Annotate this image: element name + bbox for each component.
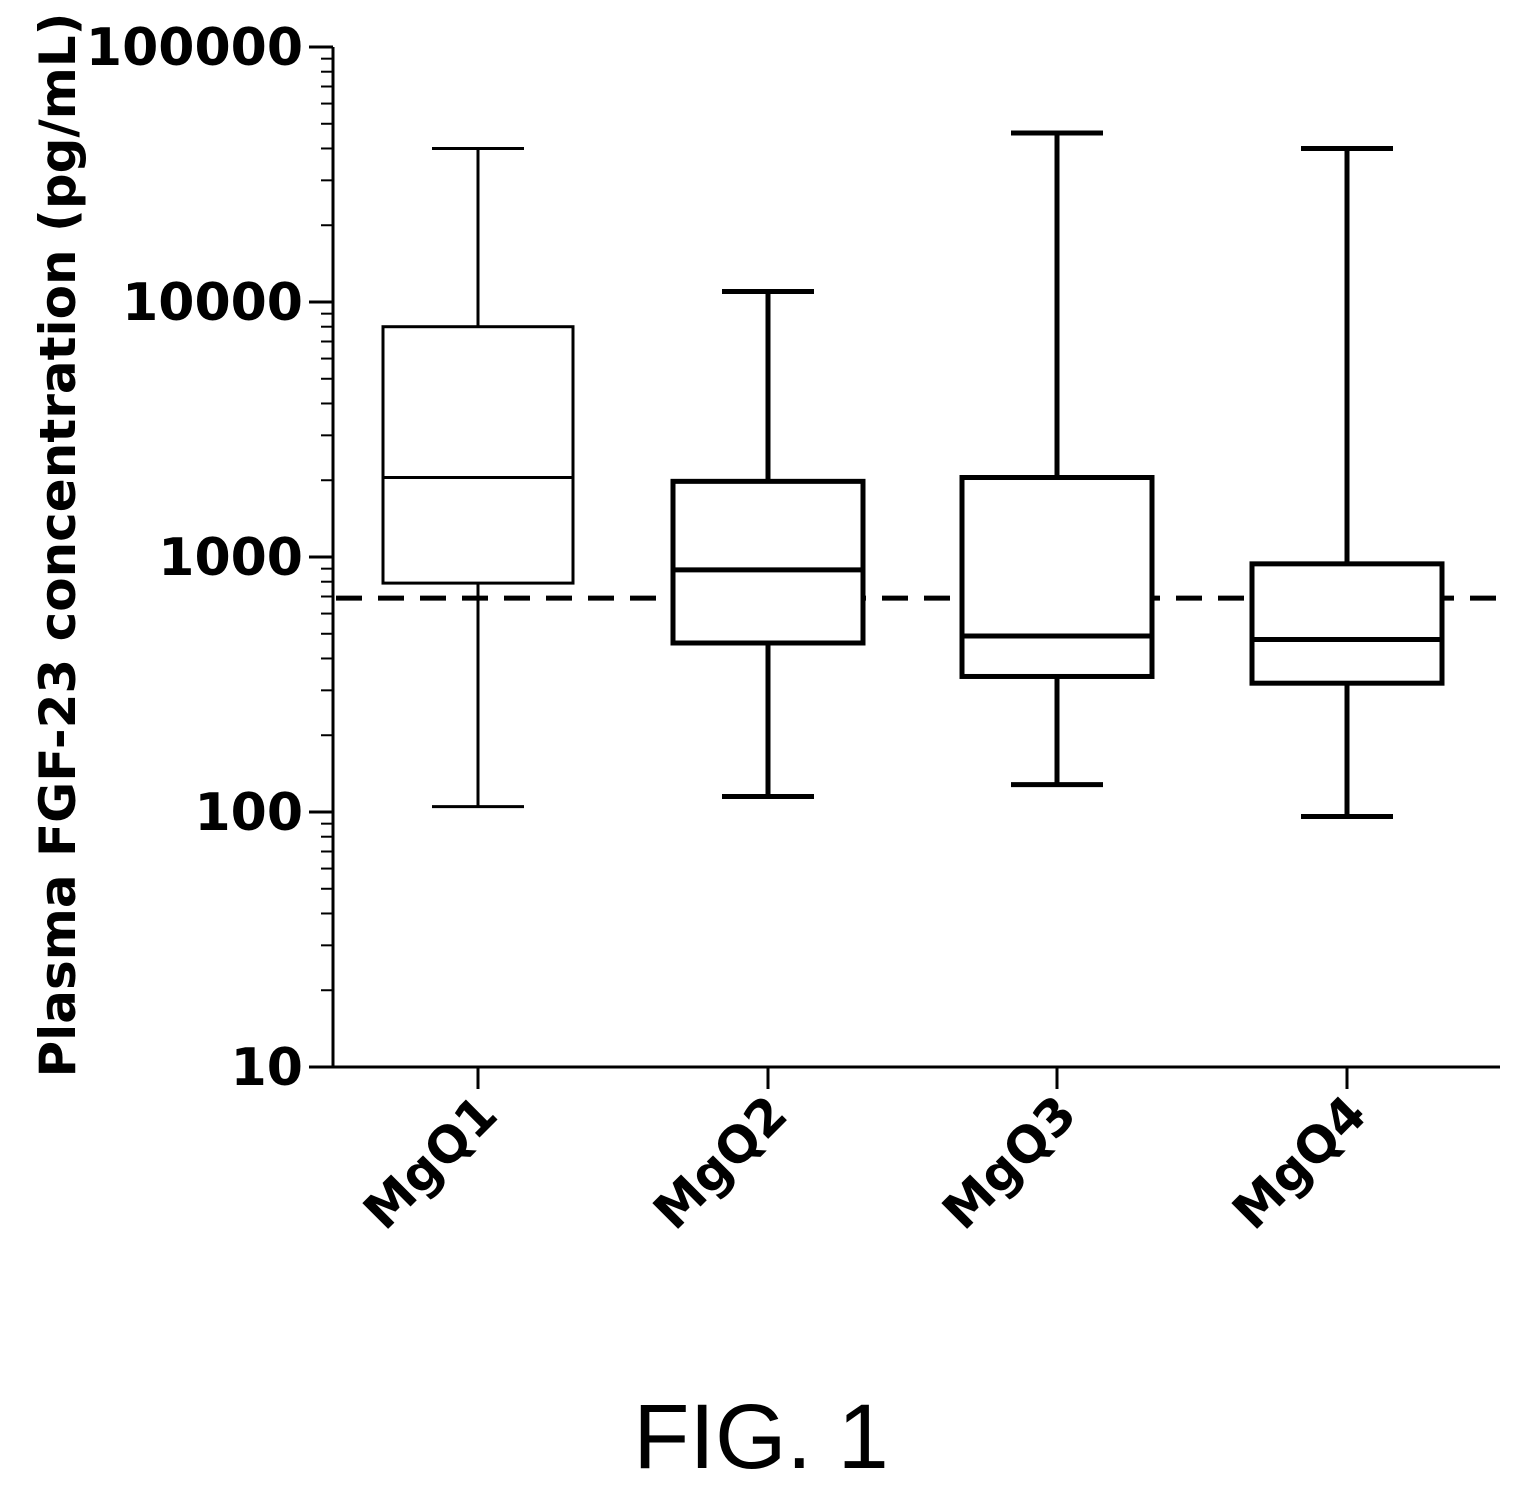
y-tick-label: 10000: [122, 273, 303, 333]
y-axis-ticks: 10 100 1000 10000 100000: [86, 18, 333, 1098]
box-mgq4: [1249, 145, 1445, 820]
box-mgq3: [959, 130, 1155, 788]
iqr-box: [670, 478, 866, 646]
iqr-box: [1249, 561, 1445, 686]
y-tick-label: 100: [194, 783, 303, 843]
x-tick-label: MgQ1: [352, 1084, 508, 1240]
x-tick-label: MgQ2: [642, 1084, 798, 1240]
iqr-box: [959, 475, 1155, 679]
figure-caption: FIG. 1: [633, 1386, 889, 1488]
box-mgq2: [670, 288, 866, 800]
x-tick-label: MgQ4: [1221, 1084, 1377, 1240]
boxes-group: [381, 130, 1445, 820]
box-mgq1: [381, 146, 575, 809]
y-tick-label: 10: [231, 1038, 303, 1098]
x-axis-labels: MgQ1 MgQ2 MgQ3 MgQ4: [352, 1067, 1377, 1241]
iqr-box: [381, 325, 575, 585]
y-tick-label: 1000: [158, 528, 303, 588]
y-tick-label: 100000: [86, 18, 303, 78]
x-tick-label: MgQ3: [931, 1084, 1087, 1240]
y-axis-title: Plasma FGF-23 concentration (pg/mL): [29, 12, 87, 1077]
box-plot-chart: 10 100 1000 10000 100000 MgQ1 MgQ2 MgQ3 MgQ4 Pl…: [29, 12, 1500, 1241]
